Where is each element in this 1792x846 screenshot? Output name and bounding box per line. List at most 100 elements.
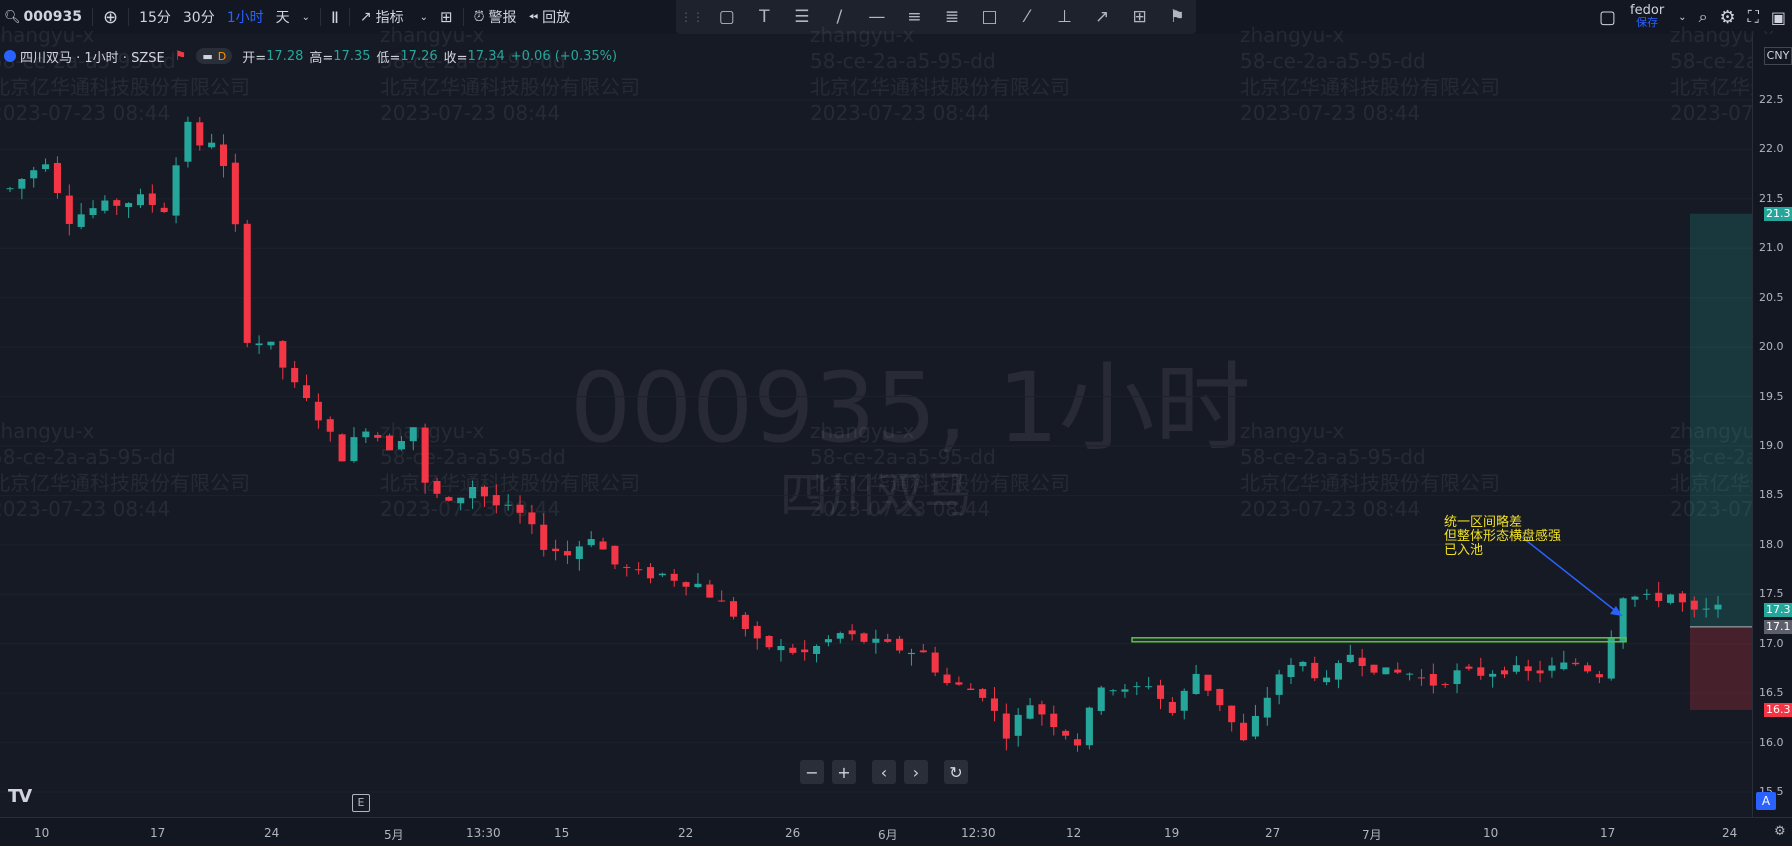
callout-icon[interactable]: □	[981, 7, 998, 27]
candle-body	[777, 646, 785, 651]
pitchfork-icon[interactable]: ≣	[944, 7, 960, 27]
candle-body	[1168, 702, 1176, 713]
candle-body	[231, 162, 239, 225]
crosshair-box-icon[interactable]: ⊞	[1132, 7, 1147, 27]
hide-drawings-button[interactable]: ▢	[1593, 0, 1622, 34]
watermark-line: 58-ce-2a-a5-95-dd	[0, 445, 176, 469]
zoom-in-button[interactable]: +	[832, 760, 856, 784]
currency-label[interactable]: CNY	[1764, 47, 1792, 65]
candle-body	[753, 625, 761, 639]
candle-body	[1204, 674, 1212, 691]
rectangle-icon[interactable]: ▢	[718, 7, 735, 27]
close-label: 收=	[443, 50, 468, 66]
interval-dropdown[interactable]: ⌄	[296, 0, 316, 34]
interval-15m[interactable]: 15分	[133, 0, 177, 34]
x-tick-label: 12	[1066, 826, 1082, 840]
candle-body	[421, 427, 429, 483]
camera-button[interactable]: ▣	[1765, 0, 1792, 34]
price-chart[interactable]	[0, 34, 1752, 817]
time-axis[interactable]: ⚙ 10 17 24 5月 13:30 15 22 26 6月 12:30 12 19 27 7月 10 17…	[0, 817, 1792, 846]
y-tick-label: 19.5	[1759, 389, 1784, 403]
fib-icon[interactable]: ☰	[794, 7, 810, 27]
high-value: 17.35	[333, 48, 371, 64]
interval-label: 30分	[182, 10, 215, 26]
symbol-search[interactable]: 🔍︎ 000935	[0, 0, 88, 34]
compare-button[interactable]: ⊕	[97, 0, 124, 34]
candle-body	[1192, 673, 1200, 694]
note-annotation[interactable]: 统一区间略差 但整体形态横盘感强 已入池	[1444, 516, 1561, 558]
candle-body	[457, 497, 465, 504]
y-tick-label: 20.5	[1759, 290, 1784, 304]
plus-circle-icon: ⊕	[102, 6, 119, 28]
candle-body	[255, 343, 263, 346]
events-icon[interactable]: E	[352, 794, 370, 812]
watermark-line: zhangyu-x	[380, 23, 485, 47]
candle-body	[741, 614, 749, 629]
interval-1h[interactable]: 1小时	[221, 0, 270, 34]
candle-body	[1572, 662, 1580, 665]
interval-day[interactable]: 天	[270, 0, 296, 34]
indicators-label: 指标	[375, 10, 404, 26]
scroll-right-button[interactable]: ›	[904, 760, 928, 784]
candle-body	[480, 486, 488, 497]
replay-button[interactable]: ⏪︎ 回放	[523, 0, 577, 34]
reset-chart-button[interactable]: ↻	[944, 760, 968, 784]
x-tick-label: 5月	[384, 828, 404, 842]
legend-title[interactable]: 四川双马 · 1小时 · SZSE	[20, 50, 165, 66]
candle-body	[658, 573, 666, 576]
settings-icon[interactable]: ⚙	[1774, 824, 1786, 839]
tradingview-logo[interactable]: TV	[8, 786, 32, 807]
candle-body	[1133, 686, 1141, 688]
search-icon: 🔍︎	[4, 9, 21, 25]
exchange-logo-icon	[4, 50, 16, 62]
candle-body	[729, 601, 738, 617]
top-right-controls: ▢ fedor 保存 ⌄ ⌕ ⚙ ⛶ ▣	[1593, 0, 1792, 34]
flag-icon[interactable]: ⚑	[1169, 7, 1185, 27]
flag-icon[interactable]: ⚑	[174, 48, 187, 64]
interval-label: 1小时	[226, 10, 264, 26]
trendline-icon[interactable]: ∕	[836, 7, 843, 27]
candle-body	[362, 431, 370, 438]
data-status-badge[interactable]: ▬ D	[196, 48, 233, 64]
drag-handle-icon[interactable]: ⋮⋮	[680, 10, 704, 24]
candle-body	[587, 539, 595, 546]
save-link[interactable]: 保存	[1636, 16, 1659, 29]
measure-icon[interactable]: ⊥	[1057, 7, 1072, 27]
scroll-left-button[interactable]: ‹	[872, 760, 896, 784]
candle-body	[1406, 673, 1414, 675]
fullscreen-button[interactable]: ⛶	[1742, 0, 1765, 34]
interval-30m[interactable]: 30分	[177, 0, 221, 34]
candle-body	[813, 645, 821, 654]
close-value: 17.34	[467, 48, 505, 64]
candle-body	[1216, 688, 1224, 706]
interval-label: 15分	[139, 10, 171, 26]
candle-body	[967, 688, 975, 690]
candle-body	[89, 208, 97, 215]
indicators-button[interactable]: ↗ 指标 ⌄	[354, 0, 434, 34]
candle-body	[979, 689, 987, 698]
candle-body	[1097, 687, 1105, 711]
user-dropdown[interactable]: ⌄	[1672, 0, 1692, 34]
candle-body	[208, 142, 216, 148]
auto-scale-button[interactable]: A	[1756, 792, 1776, 810]
layout-button[interactable]: ⊞	[434, 0, 459, 34]
x-tick-label: 10	[1483, 826, 1499, 840]
channel-icon[interactable]: ≡	[907, 7, 922, 27]
arrow-icon[interactable]: ↗	[1094, 7, 1110, 27]
watermark-line: 2023-07-23 08:44	[810, 497, 991, 521]
x-tick-label: 6月	[878, 828, 898, 842]
chart-type-button[interactable]: Ⅱ	[325, 0, 345, 34]
brush-icon[interactable]: ⁄	[1025, 7, 1029, 27]
zoom-out-button[interactable]: −	[800, 760, 824, 784]
alert-button[interactable]: ⏰︎ 警报	[468, 0, 523, 34]
ray-icon[interactable]: —	[868, 7, 886, 27]
candle-body	[1489, 673, 1497, 677]
zoom-button[interactable]: ⌕	[1693, 0, 1714, 34]
text-icon[interactable]: T	[759, 7, 770, 27]
candle-body	[1323, 677, 1331, 683]
settings-button[interactable]: ⚙	[1714, 0, 1742, 34]
price-axis[interactable]: 15.516.016.517.017.518.018.519.019.520.0…	[1752, 34, 1792, 817]
candle-body	[302, 385, 311, 399]
user-menu[interactable]: fedor 保存	[1630, 4, 1664, 29]
